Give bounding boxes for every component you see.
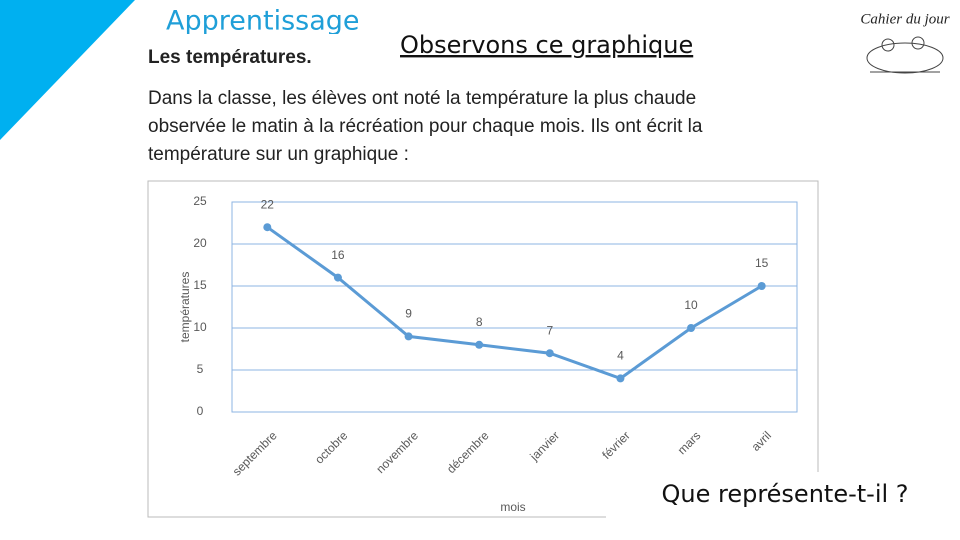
y-tick-label: 0 bbox=[197, 404, 204, 418]
data-label: 9 bbox=[405, 307, 412, 321]
corner-shape bbox=[0, 0, 135, 140]
y-axis-label: températures bbox=[178, 272, 192, 343]
y-tick-label: 20 bbox=[193, 236, 207, 250]
data-label: 4 bbox=[617, 349, 624, 363]
marker bbox=[616, 374, 625, 383]
data-label: 22 bbox=[261, 197, 275, 211]
data-label: 8 bbox=[476, 315, 483, 329]
intro-line: observée le matin à la récréation pour c… bbox=[148, 116, 703, 137]
logo-text: Cahier du jour bbox=[860, 11, 949, 27]
marker bbox=[333, 273, 342, 282]
data-label: 7 bbox=[546, 323, 553, 337]
intro-line: température sur un graphique : bbox=[148, 144, 409, 165]
y-tick-label: 15 bbox=[193, 278, 207, 292]
question: Que représente-t-il ? bbox=[661, 480, 908, 508]
y-tick-label: 5 bbox=[197, 362, 204, 376]
data-label: 10 bbox=[684, 298, 698, 312]
heading: Observons ce graphique bbox=[400, 31, 693, 59]
chart-frame bbox=[147, 180, 819, 518]
marker bbox=[404, 332, 413, 341]
data-label: 15 bbox=[755, 256, 769, 270]
x-axis-label: mois bbox=[500, 500, 525, 514]
y-tick-label: 10 bbox=[193, 320, 207, 334]
intro-line: Dans la classe, les élèves ont noté la t… bbox=[148, 88, 696, 109]
marker bbox=[687, 324, 696, 332]
marker bbox=[475, 340, 484, 349]
marker bbox=[545, 349, 554, 358]
data-label: 16 bbox=[331, 248, 345, 262]
logo-drawing bbox=[866, 36, 944, 74]
marker bbox=[263, 223, 272, 232]
subtitle: Les températures. bbox=[148, 47, 312, 68]
marker bbox=[757, 282, 766, 290]
slide-title: Apprentissage bbox=[166, 6, 360, 37]
y-tick-label: 25 bbox=[193, 194, 207, 208]
title-mask bbox=[140, 34, 390, 74]
question-box bbox=[606, 472, 960, 522]
line bbox=[266, 225, 763, 381]
